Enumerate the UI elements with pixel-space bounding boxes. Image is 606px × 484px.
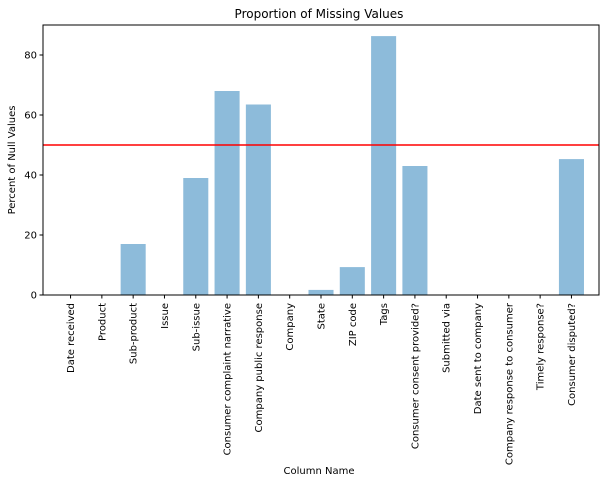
bar-4 <box>183 178 209 295</box>
plot-frame <box>42 24 600 296</box>
bar-9 <box>339 267 365 295</box>
chart-title: Proportion of Missing Values <box>235 7 404 21</box>
bar-8 <box>308 289 334 295</box>
y-tick-label-1: 20 <box>24 231 37 242</box>
x-tick-label-11: Consumer consent provided? <box>410 303 421 449</box>
x-axis-label: Column Name <box>284 466 355 477</box>
x-tick-label-12: Submitted via <box>442 303 453 373</box>
y-tick-label-3: 60 <box>24 111 37 122</box>
y-tick-label-2: 40 <box>24 171 37 182</box>
y-tick-label-0: 0 <box>31 291 37 302</box>
x-tick-label-13: Date sent to company <box>473 303 484 414</box>
bar-2 <box>120 244 146 295</box>
x-axis-ticks: Date received Product Sub-product Issue Sub-… <box>66 295 578 465</box>
x-tick-label-16: Consumer disputed? <box>567 303 578 406</box>
x-tick-label-8: State <box>317 303 328 329</box>
bar-11 <box>402 166 428 295</box>
x-tick-label-4: Sub-issue <box>191 303 202 351</box>
x-tick-label-6: Company public response <box>254 303 265 432</box>
bar-10 <box>371 36 397 295</box>
bars-group <box>120 36 584 295</box>
x-tick-label-1: Product <box>97 303 108 341</box>
x-tick-label-14: Company response to consumer <box>504 302 515 465</box>
x-tick-label-9: ZIP code <box>348 303 359 346</box>
x-tick-label-3: Issue <box>160 303 171 329</box>
y-axis-ticks: 0 20 40 60 80 <box>24 51 43 302</box>
x-tick-label-10: Tags <box>379 303 390 326</box>
x-tick-label-7: Company <box>285 303 296 351</box>
x-tick-label-2: Sub-product <box>129 303 140 364</box>
x-tick-label-15: Timely response? <box>536 303 547 391</box>
bar-5 <box>214 91 240 295</box>
x-tick-label-5: Consumer complaint narrative <box>223 303 234 455</box>
y-tick-label-4: 80 <box>24 51 37 62</box>
bar-6 <box>245 104 271 295</box>
x-tick-label-0: Date received <box>66 303 77 373</box>
y-axis-label: Percent of Null Values <box>7 106 18 215</box>
bar-16 <box>558 159 584 295</box>
